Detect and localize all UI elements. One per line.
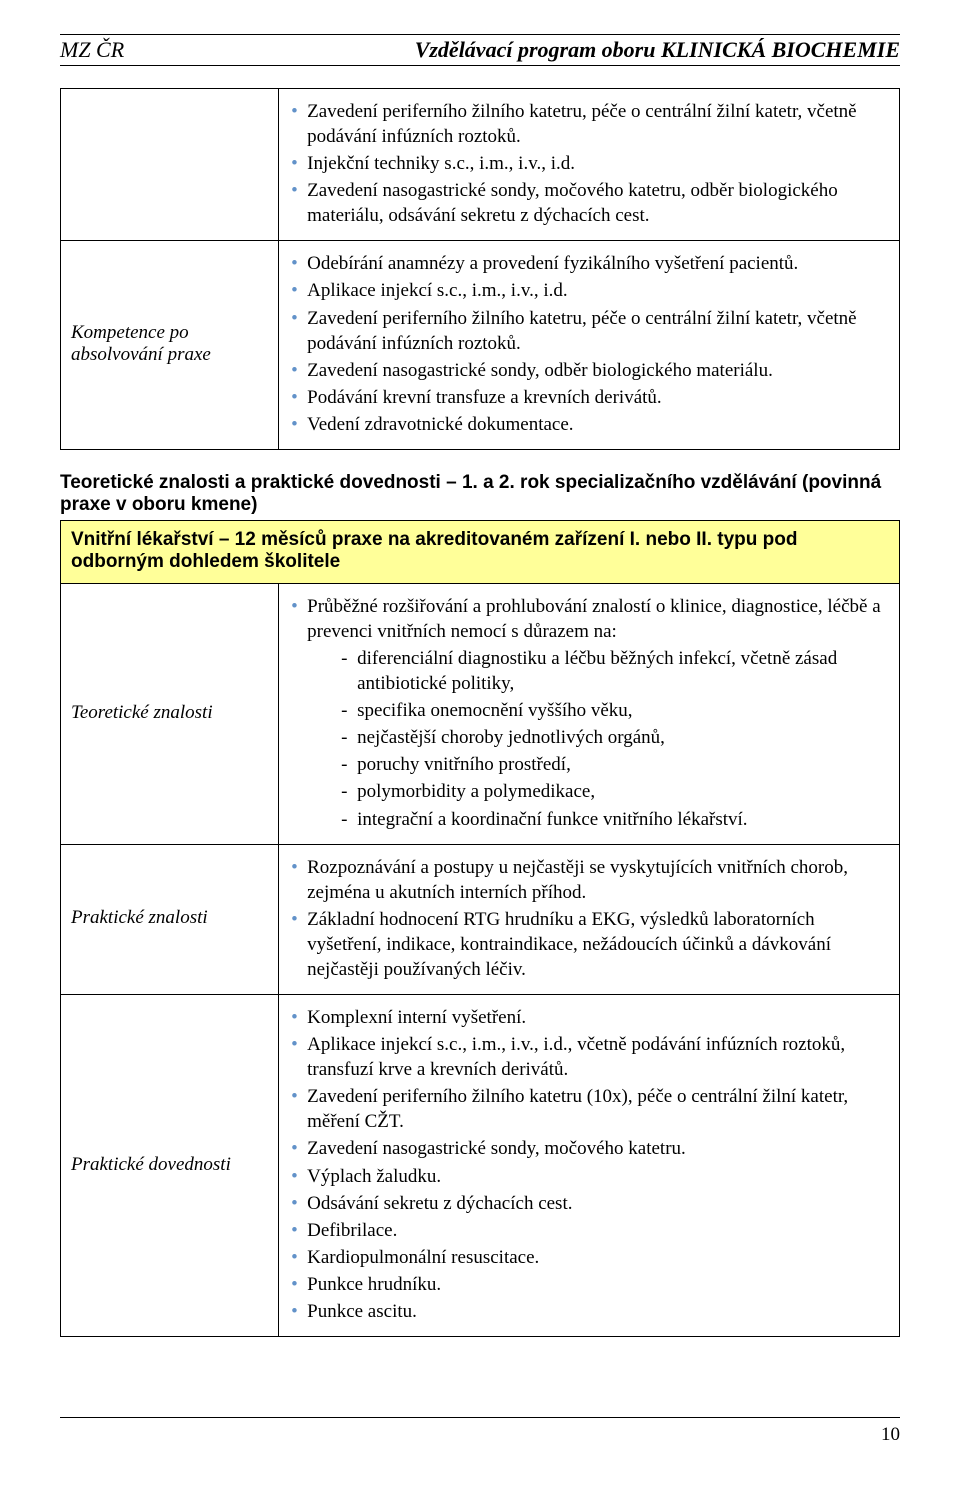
header-top-rule <box>60 34 900 35</box>
dash-item: integrační a koordinační funkce vnitřníh… <box>341 807 889 832</box>
page-footer: 10 <box>60 1417 900 1446</box>
list-item: Aplikace injekcí s.c., i.m., i.v., i.d. <box>289 278 889 303</box>
content-cell: Komplexní interní vyšetření. Aplikace in… <box>279 995 900 1337</box>
content-cell: Průběžné rozšiřování a prohlubování znal… <box>279 583 900 844</box>
list-item: Zavedení nasogastrické sondy, odběr biol… <box>289 358 889 383</box>
dash-item: specifika onemocnění vyššího věku, <box>341 698 889 723</box>
page-number: 10 <box>881 1424 900 1445</box>
list-item: Výplach žaludku. <box>289 1164 889 1189</box>
dash-item: nejčastější choroby jednotlivých orgánů, <box>341 725 889 750</box>
dash-item: polymorbidity a polymedikace, <box>341 779 889 804</box>
row-label: Teoretické znalosti <box>61 583 279 844</box>
highlight-cell: Vnitřní lékařství – 12 měsíců praxe na a… <box>61 520 900 583</box>
table-row: Teoretické znalosti Průběžné rozšiřování… <box>61 583 900 844</box>
table-row: Praktické dovednosti Komplexní interní v… <box>61 995 900 1337</box>
page-header: MZ ČR Vzdělávací program oboru KLINICKÁ … <box>60 37 900 63</box>
list-item: Kardiopulmonální resuscitace. <box>289 1245 889 1270</box>
list-item: Defibrilace. <box>289 1218 889 1243</box>
intro-text: Průběžné rozšiřování a prohlubování znal… <box>307 596 881 642</box>
table-row: Kompetence po absolvování praxe Odebírán… <box>61 241 900 450</box>
list-item: Zavedení periferního žilního katetru, pé… <box>289 99 889 149</box>
list-item: Odebírání anamnézy a provedení fyzikální… <box>289 251 889 276</box>
list-item: Zavedení periferního žilního katetru, pé… <box>289 306 889 356</box>
table-row: Praktické znalosti Rozpoznávání a postup… <box>61 844 900 994</box>
dash-item: poruchy vnitřního prostředí, <box>341 752 889 777</box>
dash-item: diferenciální diagnostiku a léčbu běžnýc… <box>341 646 889 696</box>
highlight-row: Vnitřní lékařství – 12 měsíců praxe na a… <box>61 520 900 583</box>
list-item: Rozpoznávání a postupy u nejčastěji se v… <box>289 855 889 905</box>
bullet-list: Průběžné rozšiřování a prohlubování znal… <box>289 594 889 832</box>
header-right: Vzdělávací program oboru KLINICKÁ BIOCHE… <box>415 37 900 63</box>
content-cell: Zavedení periferního žilního katetru, pé… <box>279 89 900 241</box>
list-item: Punkce ascitu. <box>289 1299 889 1324</box>
header-bottom-rule <box>60 65 900 66</box>
list-item: Průběžné rozšiřování a prohlubování znal… <box>289 594 889 832</box>
row-label: Praktické znalosti <box>61 844 279 994</box>
empty-label-cell <box>61 89 279 241</box>
section-heading: Teoretické znalosti a praktické dovednos… <box>60 472 900 516</box>
bullet-list: Komplexní interní vyšetření. Aplikace in… <box>289 1005 889 1324</box>
content-cell: Rozpoznávání a postupy u nejčastěji se v… <box>279 844 900 994</box>
table-row: Zavedení periferního žilního katetru, pé… <box>61 89 900 241</box>
list-item: Odsávání sekretu z dýchacích cest. <box>289 1191 889 1216</box>
table-vnitrni-lekarstvi: Vnitřní lékařství – 12 měsíců praxe na a… <box>60 520 900 1337</box>
list-item: Vedení zdravotnické dokumentace. <box>289 412 889 437</box>
bullet-list: Zavedení periferního žilního katetru, pé… <box>289 99 889 228</box>
list-item: Aplikace injekcí s.c., i.m., i.v., i.d.,… <box>289 1032 889 1082</box>
list-item: Základní hodnocení RTG hrudníku a EKG, v… <box>289 907 889 982</box>
list-item: Punkce hrudníku. <box>289 1272 889 1297</box>
row-label: Praktické dovednosti <box>61 995 279 1337</box>
bullet-list: Odebírání anamnézy a provedení fyzikální… <box>289 251 889 437</box>
list-item: Zavedení periferního žilního katetru (10… <box>289 1084 889 1134</box>
list-item: Komplexní interní vyšetření. <box>289 1005 889 1030</box>
list-item: Podávání krevní transfuze a krevních der… <box>289 385 889 410</box>
table-kompetence: Zavedení periferního žilního katetru, pé… <box>60 88 900 450</box>
dash-list: diferenciální diagnostiku a léčbu běžnýc… <box>341 646 889 832</box>
list-item: Zavedení nasogastrické sondy, močového k… <box>289 1136 889 1161</box>
bullet-list: Rozpoznávání a postupy u nejčastěji se v… <box>289 855 889 982</box>
content-cell: Odebírání anamnézy a provedení fyzikální… <box>279 241 900 450</box>
row-label: Kompetence po absolvování praxe <box>61 241 279 450</box>
list-item: Zavedení nasogastrické sondy, močového k… <box>289 178 889 228</box>
header-left: MZ ČR <box>60 37 124 63</box>
list-item: Injekční techniky s.c., i.m., i.v., i.d. <box>289 151 889 176</box>
